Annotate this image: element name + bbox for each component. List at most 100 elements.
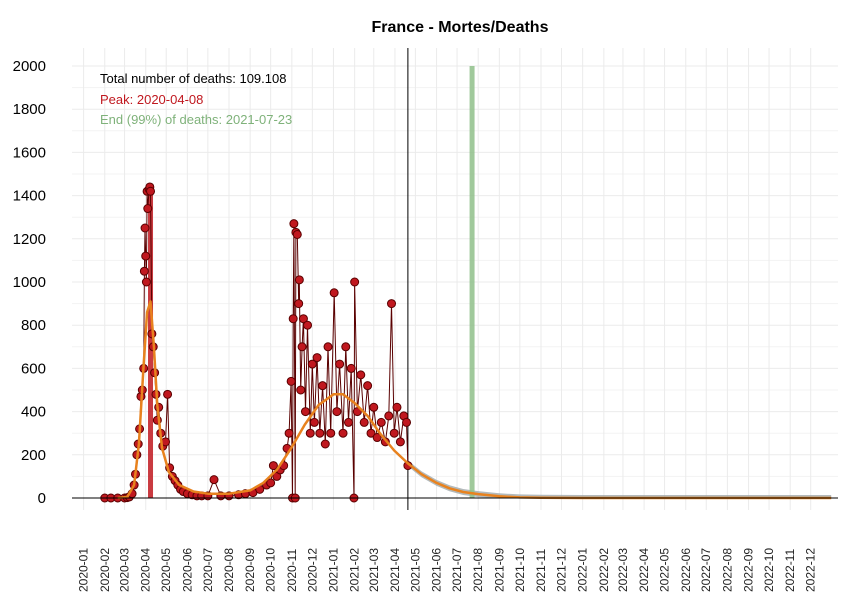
daily-deaths-point	[356, 370, 366, 380]
daily-deaths-point	[350, 277, 360, 287]
x-tick-label: 2021-10	[513, 548, 527, 592]
end-date-line	[469, 66, 475, 498]
y-tick-label: 1800	[13, 101, 46, 118]
y-tick-label: 1200	[13, 231, 46, 248]
y-tick-label: 200	[21, 447, 46, 464]
daily-deaths-point	[392, 402, 402, 412]
x-tick-label: 2022-01	[576, 548, 590, 592]
x-tick-label: 2022-11	[783, 549, 797, 592]
daily-deaths-point	[402, 417, 412, 427]
x-tick-label: 2021-01	[326, 548, 340, 592]
daily-deaths-point	[343, 417, 353, 427]
x-tick-label: 2020-04	[139, 548, 153, 592]
daily-deaths-point	[395, 437, 405, 447]
x-tick-label: 2022-02	[597, 548, 611, 592]
daily-deaths-point	[209, 475, 219, 485]
daily-deaths-point	[326, 428, 336, 438]
daily-deaths-point	[338, 428, 348, 438]
x-tick-label: 2022-06	[679, 548, 693, 592]
daily-deaths-point	[366, 428, 376, 438]
daily-deaths-point	[318, 381, 328, 391]
y-tick-label: 600	[21, 360, 46, 377]
x-tick-label: 2020-05	[159, 548, 173, 592]
fitted-curve-line	[117, 300, 832, 500]
daily-deaths-point	[389, 428, 399, 438]
end-annotation: End (99%) of deaths: 2021-07-23	[100, 112, 292, 127]
daily-deaths-point	[296, 385, 306, 395]
x-tick-label: 2021-08	[471, 548, 485, 592]
daily-deaths-point	[286, 376, 296, 386]
daily-deaths-point	[329, 288, 339, 298]
daily-deaths-point	[294, 275, 304, 285]
x-tick-label: 2022-10	[762, 548, 776, 592]
daily-deaths-point	[139, 266, 149, 276]
daily-deaths-point	[363, 381, 373, 391]
daily-deaths-point	[288, 314, 298, 324]
x-tick-label: 2020-08	[222, 548, 236, 592]
daily-deaths-point	[346, 363, 356, 373]
daily-deaths-point	[140, 223, 150, 233]
daily-deaths-point	[323, 342, 333, 352]
fitted-curve-series	[117, 300, 832, 500]
x-tick-label: 2020-01	[77, 548, 91, 592]
daily-deaths-point	[163, 389, 173, 399]
x-tick-label: 2021-12	[555, 548, 569, 592]
x-tick-label: 2021-05	[408, 548, 422, 592]
y-tick-label: 800	[21, 317, 46, 334]
peak-annotation: Peak: 2020-04-08	[100, 92, 203, 107]
y-tick-label: 400	[21, 404, 46, 421]
daily-deaths-point	[297, 342, 307, 352]
daily-deaths-point	[376, 417, 386, 427]
daily-deaths-point	[143, 204, 153, 214]
daily-deaths-point	[146, 186, 156, 196]
daily-deaths-point	[305, 428, 315, 438]
y-tick-label: 2000	[13, 58, 46, 75]
x-tick-label: 2021-11	[534, 549, 548, 592]
daily-deaths-point	[294, 299, 304, 309]
x-tick-label: 2022-08	[720, 548, 734, 592]
x-tick-label: 2020-12	[305, 548, 319, 592]
x-tick-label: 2021-03	[367, 548, 381, 592]
y-tick-label: 1400	[13, 188, 46, 205]
daily-deaths-point	[315, 428, 325, 438]
x-tick-label: 2022-04	[637, 548, 651, 592]
daily-deaths-point	[289, 219, 299, 229]
x-tick-label: 2020-02	[98, 548, 112, 592]
y-tick-label: 0	[38, 490, 46, 507]
x-tick-label: 2021-09	[492, 548, 506, 592]
x-tick-label: 2022-12	[804, 548, 818, 592]
daily-deaths-point	[298, 314, 308, 324]
daily-deaths-point	[268, 461, 278, 471]
daily-deaths-point	[312, 353, 322, 363]
x-tick-label: 2022-03	[616, 548, 630, 592]
daily-deaths-point	[341, 342, 351, 352]
daily-deaths-point	[292, 229, 302, 239]
daily-deaths-point	[303, 320, 313, 330]
x-tick-label: 2021-02	[348, 548, 362, 592]
y-tick-label: 1600	[13, 144, 46, 161]
daily-deaths-point	[309, 417, 319, 427]
gridlines	[72, 48, 838, 510]
daily-deaths-point	[372, 433, 382, 443]
x-tick-label: 2021-06	[430, 548, 444, 592]
daily-deaths-series	[100, 182, 413, 503]
x-tick-label: 2021-04	[388, 548, 402, 592]
x-tick-label: 2020-10	[264, 548, 278, 592]
daily-deaths-point	[384, 411, 394, 421]
daily-deaths-point	[359, 417, 369, 427]
x-tick-label: 2022-05	[658, 548, 672, 592]
daily-deaths-point	[266, 478, 276, 488]
x-tick-label: 2020-03	[118, 548, 132, 592]
x-tick-labels: 2020-01 2020-02 2020-03 2020-04 2020-05 2020-…	[77, 548, 818, 592]
y-tick-labels: 0 200 400 600 800 1000 1200 1400 1600 1800 2000	[13, 58, 46, 507]
daily-deaths-point	[284, 428, 294, 438]
daily-deaths-point	[387, 299, 397, 309]
daily-deaths-point	[300, 407, 310, 417]
x-tick-label: 2021-07	[450, 548, 464, 592]
x-tick-label: 2020-06	[180, 548, 194, 592]
daily-deaths-point	[369, 402, 379, 412]
x-tick-label: 2020-11	[285, 549, 299, 592]
x-tick-label: 2022-09	[742, 548, 756, 592]
daily-deaths-point	[335, 359, 345, 369]
daily-deaths-point	[307, 359, 317, 369]
